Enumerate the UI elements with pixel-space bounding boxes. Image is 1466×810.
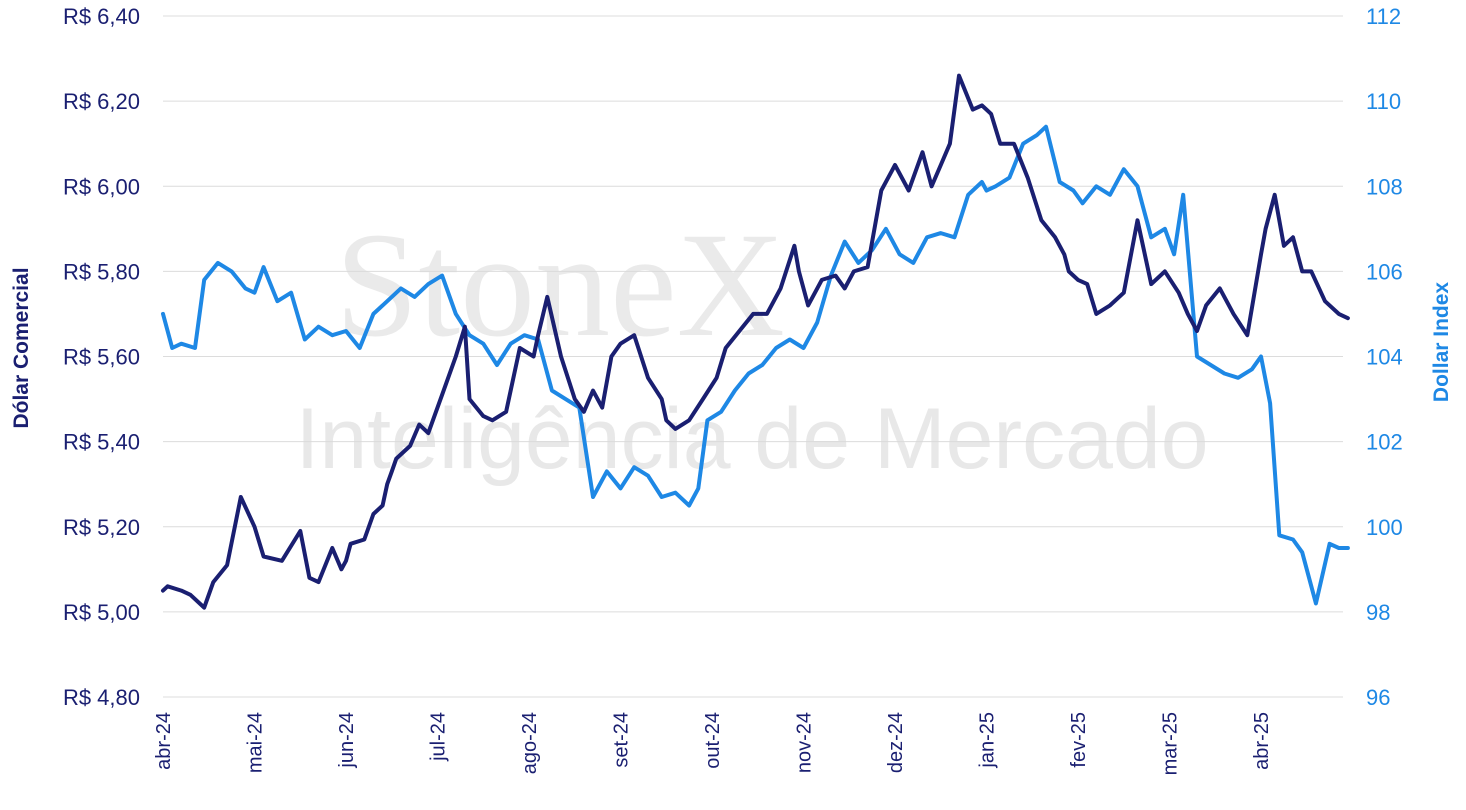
x-tick-label: jan-25 [977,712,999,769]
right-tick-label: 98 [1366,600,1390,625]
left-tick-label: R$ 5,00 [63,600,140,625]
x-tick-label: abr-25 [1251,712,1273,770]
x-tick-label: jun-24 [336,712,358,769]
x-tick-label: dez-24 [885,712,907,773]
right-axis-title: Dollar Index [1430,282,1453,403]
watermark-subtitle: Inteligência de Mercado [295,391,1208,487]
x-tick-label: nov-24 [794,712,816,773]
left-axis-ticks: R$ 6,40 R$ 6,20 R$ 6,00 R$ 5,80 R$ 5,60 R$ 5,… [63,4,140,710]
left-tick-label: R$ 5,60 [63,345,140,370]
watermark-brand: StoneX [335,202,785,368]
right-axis-ticks: 112 110 108 106 104 102 100 98 96 [1366,4,1403,710]
series-line-dolar-comercial [161,73,1350,610]
left-tick-label: R$ 5,20 [63,515,140,540]
right-tick-label: 108 [1366,174,1403,199]
right-tick-label: 104 [1366,345,1403,370]
x-tick-label: jul-24 [428,712,450,762]
gridlines [163,15,1343,698]
series-lines [161,73,1350,610]
right-tick-label: 106 [1366,259,1403,284]
right-tick-label: 112 [1366,4,1401,29]
right-tick-label: 96 [1366,685,1390,710]
x-tick-label: mai-24 [245,712,267,773]
x-tick-label: set-24 [611,712,633,768]
left-tick-label: R$ 4,80 [63,685,140,710]
x-tick-label: fev-25 [1068,712,1090,768]
x-tick-label: mar-25 [1160,712,1182,775]
x-tick-label: out-24 [702,712,724,769]
left-tick-label: R$ 5,80 [63,259,140,284]
left-tick-label: R$ 5,40 [63,430,140,455]
x-tick-label: abr-24 [153,712,175,770]
left-tick-label: R$ 6,20 [63,89,140,114]
left-axis-title: Dólar Comercial [10,267,33,428]
left-tick-label: R$ 6,40 [63,4,140,29]
right-tick-label: 110 [1366,89,1401,114]
watermark: StoneX Inteligência de Mercado [295,202,1208,487]
x-axis-ticks: abr-24 mai-24 jun-24 jul-24 ago-24 set-24 out-… [153,712,1273,775]
right-tick-label: 100 [1366,515,1403,540]
series-line-dollar-index [161,124,1350,606]
x-tick-label: ago-24 [519,712,541,774]
left-tick-label: R$ 6,00 [63,174,140,199]
right-tick-label: 102 [1366,430,1403,455]
